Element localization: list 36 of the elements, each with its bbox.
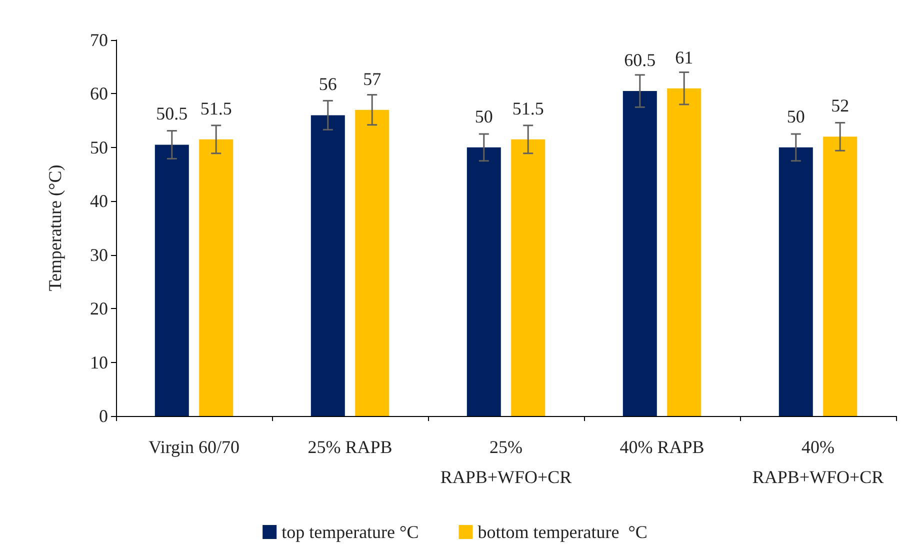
bar [823, 136, 858, 416]
data-label: 61 [675, 47, 694, 68]
bar [310, 115, 345, 416]
data-label: 50 [474, 106, 493, 126]
data-label: 56 [318, 74, 337, 94]
y-tick-label: 40 [90, 191, 108, 212]
data-label: 51.5 [200, 98, 232, 118]
y-tick-label: 20 [90, 298, 108, 319]
x-tick-label: Virgin 60/70 [148, 437, 240, 457]
legend-label: bottom temperature °C [478, 522, 648, 542]
x-tick-label: 40% RAPB [620, 437, 704, 457]
bar [622, 91, 657, 416]
legend-label: top temperature °C [282, 522, 419, 542]
data-label: 52 [831, 96, 850, 116]
y-tick-label: 60 [90, 84, 108, 104]
y-tick-label: 70 [90, 30, 108, 50]
bar [466, 147, 501, 416]
y-tick-label: 30 [90, 244, 108, 265]
bar [778, 147, 813, 416]
data-label: 50.5 [156, 104, 188, 124]
y-tick-label: 10 [90, 352, 108, 372]
bar [511, 139, 546, 416]
x-tick-label: 25% RAPB+WFO+CR [440, 437, 572, 487]
y-tick-label: 0 [99, 406, 108, 426]
data-label: 51.5 [512, 98, 544, 118]
x-tick-label: 40% RAPB+WFO+CR [752, 437, 884, 487]
data-label: 50 [786, 106, 805, 126]
bar [199, 139, 234, 416]
bar [154, 144, 189, 416]
y-tick-label: 50 [90, 137, 108, 158]
bar [355, 110, 390, 416]
x-tick-label: 25% RAPB [308, 437, 392, 457]
data-label: 57 [363, 68, 382, 89]
bar [667, 88, 702, 416]
data-label: 60.5 [624, 50, 656, 70]
y-axis-title: Temperature (°C) [45, 164, 65, 292]
